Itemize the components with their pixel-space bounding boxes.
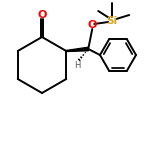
Text: O: O — [37, 10, 47, 20]
Polygon shape — [66, 47, 88, 51]
Text: Si: Si — [107, 16, 118, 26]
Text: H: H — [74, 60, 80, 69]
Text: O: O — [88, 20, 97, 30]
